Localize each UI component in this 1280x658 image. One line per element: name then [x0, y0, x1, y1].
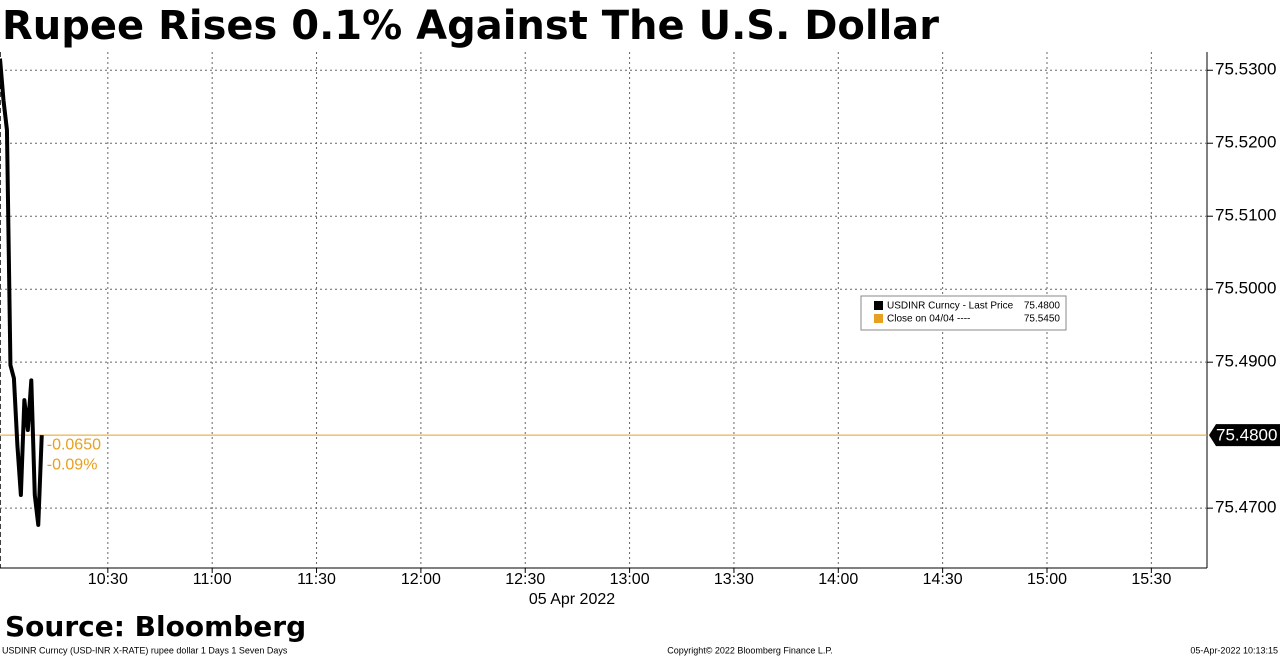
x-tick-label: 15:00 [1027, 571, 1067, 588]
change-label: -0.0650 [47, 436, 101, 453]
y-tick-label: 75.5300 [1215, 60, 1276, 79]
x-tick-label: 13:30 [714, 571, 754, 588]
x-date-label: 05 Apr 2022 [529, 591, 615, 608]
y-tick-label: 75.5100 [1215, 206, 1276, 225]
legend-name: USDINR Curncy - Last Price [887, 301, 1014, 312]
last-price-label: 75.4800 [1216, 426, 1277, 445]
legend-swatch [874, 314, 883, 323]
x-tick-label: 13:00 [610, 571, 650, 588]
y-tick-label: 75.5000 [1215, 279, 1276, 298]
legend-value: 75.5450 [1024, 314, 1061, 325]
y-tick-label: 75.4900 [1215, 352, 1276, 371]
legend-swatch [874, 301, 883, 310]
x-tick-label: 11:00 [193, 571, 232, 588]
chart-title: Rupee Rises 0.1% Against The U.S. Dollar [2, 3, 939, 49]
legend-box [860, 295, 1067, 331]
x-tick-label: 12:00 [401, 571, 441, 588]
footer-left: USDINR Curncy (USD-INR X-RATE) rupee dol… [2, 645, 288, 655]
y-tick-label: 75.5200 [1215, 133, 1276, 152]
x-tick-label: 12:30 [505, 571, 545, 588]
x-tick-label: 11:30 [297, 571, 336, 588]
x-tick-label: 14:00 [818, 571, 858, 588]
y-tick-label: 75.4700 [1215, 498, 1276, 517]
x-tick-label: 15:30 [1131, 571, 1171, 588]
source: Source: Bloomberg [5, 610, 306, 643]
x-tick-label: 10:30 [88, 571, 128, 588]
legend-value: 75.4800 [1024, 301, 1061, 312]
footer-right: 05-Apr-2022 10:13:15 [1190, 645, 1278, 655]
legend-name: Close on 04/04 ---- [887, 314, 970, 325]
last-price-box [1209, 424, 1280, 447]
series-line [0, 58, 44, 527]
change-label: -0.09% [47, 456, 98, 473]
footer-center: Copyright© 2022 Bloomberg Finance L.P. [667, 645, 833, 655]
x-tick-label: 14:30 [923, 571, 963, 588]
